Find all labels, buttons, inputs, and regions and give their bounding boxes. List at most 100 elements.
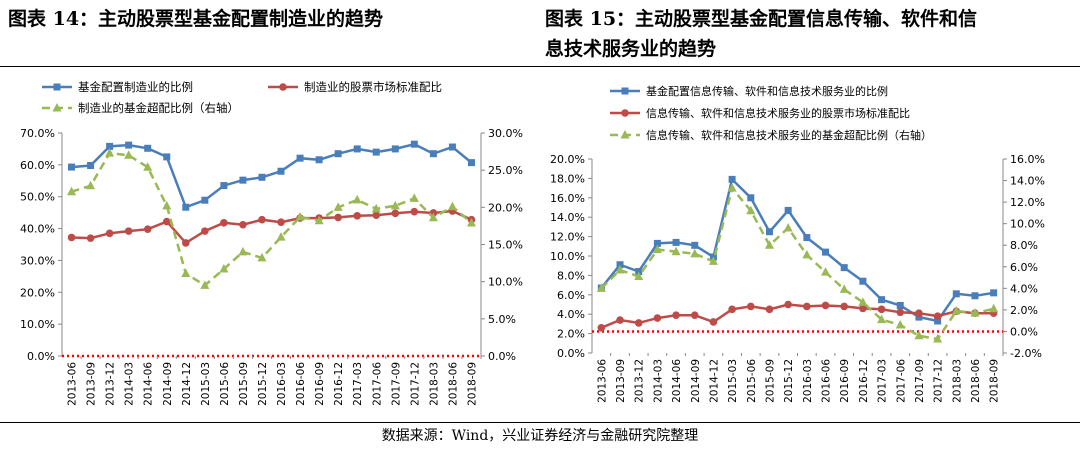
series-s2-point <box>201 227 209 235</box>
series-s1-point <box>467 159 475 167</box>
right-y-tick-label: 12.0% <box>1010 196 1045 209</box>
x-tick-label: 2015-09 <box>764 359 776 403</box>
series-s1-point <box>315 156 323 164</box>
series-s2-point <box>372 211 381 219</box>
x-tick-label: 2015-12 <box>783 359 795 403</box>
figure15-title-line2: 息技术服务业的趋势 <box>545 38 717 60</box>
series-s3-point <box>181 268 191 277</box>
series-s1-point <box>429 150 437 158</box>
x-tick-label: 2013-12 <box>105 362 117 406</box>
right-y-tick-label: 20.0% <box>488 201 523 214</box>
x-tick-label: 2016-06 <box>295 362 307 406</box>
series-s1-point <box>803 234 811 242</box>
series-s1-point <box>391 145 399 153</box>
left-y-tick-label: 2.0% <box>557 328 585 341</box>
series-s1-point <box>878 296 886 304</box>
figure14-title: 图表 14：主动股票型基金配置制造业的趋势 <box>8 8 384 30</box>
legend-s3-label: 信息传输、软件和信息技术服务业的基金超配比例（右轴） <box>646 128 932 142</box>
series-s3-point <box>914 330 924 340</box>
x-tick-label: 2014-06 <box>671 359 683 403</box>
it-services-allocation-chart: 0.0% 2.0% 4.0% 6.0% 8.0% 10.0% 12.0% 14.0% 16.0%… <box>550 84 1045 403</box>
series-s2-point <box>181 239 190 247</box>
right-y-tick-label: -2.0% <box>1010 347 1042 360</box>
series-s2-line <box>600 303 994 329</box>
left-y-tick-label: 16.0% <box>550 192 585 205</box>
series-s3-point <box>466 217 476 227</box>
series-s3-point <box>352 194 362 204</box>
series-s1-point <box>258 173 266 181</box>
x-tick-label: 2017-09 <box>914 359 926 403</box>
x-tick-label: 2017-06 <box>371 362 383 406</box>
left-y-tick-label: 0.0% <box>27 350 55 363</box>
series-s1-point <box>728 175 736 183</box>
series-s1-point <box>691 241 699 249</box>
x-tick-label: 2016-12 <box>858 359 870 403</box>
series-s3-point <box>802 249 812 259</box>
series-s3-line <box>600 185 994 341</box>
x-tick-label: 2016-03 <box>276 362 288 406</box>
series-s3-point <box>162 200 172 210</box>
legend-s3-marker <box>620 130 630 139</box>
right-y-tick-label: 2.0% <box>1010 304 1038 317</box>
left-y-tick-label: 6.0% <box>557 289 585 302</box>
x-tick-label: 2013-06 <box>596 359 608 403</box>
series-s3-point <box>124 150 134 159</box>
series-s1-line <box>600 176 994 323</box>
series-s3-point <box>257 252 267 262</box>
x-tick-label: 2013-06 <box>67 362 79 406</box>
series-s1-point <box>144 144 152 152</box>
series-s3-point <box>371 203 381 213</box>
left-y-tick-label: 12.0% <box>550 231 585 244</box>
left-y-tick-label: 8.0% <box>557 269 585 282</box>
x-tick-label: 2015-03 <box>727 359 739 403</box>
right-y-tick-label: 0.0% <box>488 350 516 363</box>
x-tick-label: 2013-12 <box>634 359 646 403</box>
left-y-tick-label: 0.0% <box>557 347 585 360</box>
series-s2-point <box>821 301 830 310</box>
series-s3-point <box>764 240 774 249</box>
series-s3-point <box>671 246 681 256</box>
series-s1-point <box>277 167 285 175</box>
series-s2-point <box>334 213 342 222</box>
series-s1-point <box>822 248 830 256</box>
series-s2-point <box>105 229 114 238</box>
x-tick-label: 2016-09 <box>314 362 326 406</box>
series-s1-line <box>71 142 473 209</box>
x-tick-label: 2018-06 <box>447 362 459 406</box>
series-s1-point <box>840 264 848 272</box>
left-y-tick-label: 14.0% <box>550 211 585 224</box>
series-s1-point <box>448 143 456 151</box>
series-s1-point <box>68 163 76 171</box>
series-s2-point <box>933 312 942 320</box>
series-s2-point <box>784 300 792 309</box>
series-s2-point <box>239 220 247 229</box>
x-tick-label: 2015-06 <box>219 362 231 406</box>
x-tick-label: 2014-03 <box>124 362 136 406</box>
manufacturing-allocation-chart: 0.0% 10.0% 20.0% 30.0% 40.0% 50.0% 60.0% 70.0% 0… <box>20 80 523 406</box>
x-tick-label: 2018-03 <box>428 362 440 406</box>
series-s1-point <box>201 196 209 204</box>
legend-s2-label: 信息传输、软件和信息技术服务业的股票市场标准配比 <box>646 106 910 120</box>
right-y-tick-label: 25.0% <box>488 164 523 177</box>
top-divider <box>0 66 1080 67</box>
right-y-tick-label: 10.0% <box>1010 218 1045 231</box>
series-s1-point <box>106 142 114 150</box>
series-s1-point <box>220 182 228 190</box>
legend-s1-label: 基金配置制造业的比例 <box>78 80 193 94</box>
series-s1-point <box>896 301 904 309</box>
left-y-tick-label: 20.0% <box>20 286 55 299</box>
series-s3-point <box>877 314 887 324</box>
series-s2-point <box>391 209 400 218</box>
series-s1-point <box>410 140 418 148</box>
data-source-note: 数据来源：Wind，兴业证券经济与金融研究院整理 <box>381 428 699 444</box>
x-tick-label: 2017-09 <box>390 362 402 406</box>
right-y-tick-label: 30.0% <box>488 127 523 140</box>
series-s2-point <box>840 302 849 311</box>
right-y-tick-label: 0.0% <box>1010 325 1038 338</box>
x-tick-label: 2016-03 <box>802 359 814 403</box>
left-y-tick-label: 30.0% <box>20 254 55 267</box>
x-tick-label: 2013-09 <box>615 359 627 403</box>
x-tick-label: 2015-09 <box>238 362 250 406</box>
series-s3-point <box>428 212 438 222</box>
series-s3-point <box>67 186 77 196</box>
